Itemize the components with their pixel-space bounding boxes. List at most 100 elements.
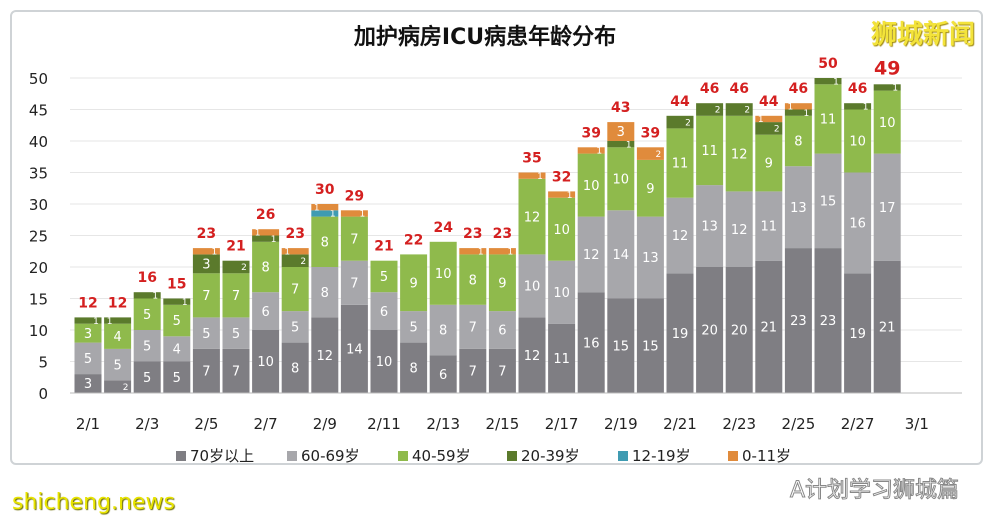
- y-tick-label: 40: [29, 133, 48, 151]
- legend-label: 70岁以上: [190, 447, 254, 465]
- bar-segment: [755, 115, 783, 123]
- bar-segment: [104, 317, 132, 324]
- bar-segment-label: 16: [849, 217, 866, 232]
- bar-segment: [340, 304, 368, 393]
- bar-segment-label: 1: [271, 235, 277, 245]
- bar-segment-label: 5: [173, 314, 181, 329]
- bar-segment: [281, 267, 309, 312]
- bar-segment: [607, 122, 635, 141]
- y-tick-label: 10: [29, 322, 48, 340]
- bar-segment-label: 7: [469, 365, 477, 380]
- bar-segment-label: 5: [232, 327, 240, 342]
- x-tick-label: 2/27: [841, 415, 875, 433]
- bar-segment: [311, 317, 339, 393]
- bar-segment: [577, 292, 605, 393]
- bar-segment-label: 5: [291, 321, 299, 336]
- bar-segment-label: 10: [583, 179, 600, 194]
- bar-total-label: 44: [670, 94, 690, 110]
- bar-segment-label: 12: [731, 223, 748, 238]
- bar-segment: [133, 292, 161, 299]
- bar-segment-label: 21: [761, 321, 778, 336]
- bar-segment: [104, 323, 132, 349]
- bar-segment: [784, 109, 812, 116]
- bar-segment-label: 9: [646, 182, 654, 197]
- bar-segment-label: 14: [346, 343, 363, 358]
- bar-segment: [696, 267, 724, 393]
- bar-segment-label: 8: [439, 324, 447, 339]
- bar-segment: [370, 260, 398, 293]
- bar-segment: [607, 210, 635, 299]
- bar-segment-label: 10: [435, 267, 452, 282]
- bar-segment: [163, 304, 191, 337]
- bar-segment-label: 19: [672, 327, 689, 342]
- bar-segment-label: 2: [241, 263, 247, 273]
- bar-segment: [163, 361, 191, 393]
- bar-total-label: 23: [493, 226, 512, 242]
- bar-segment: [163, 336, 191, 362]
- bar-segment-label: 1: [152, 292, 158, 302]
- bar-segment-label: 1: [212, 247, 218, 257]
- bar-segment: [666, 128, 694, 198]
- bar-segment-label: 7: [232, 289, 240, 304]
- bar-segment: [252, 292, 280, 330]
- bar-segment: [577, 153, 605, 217]
- bar-segment-label: 15: [642, 339, 659, 354]
- bar-segment: [814, 78, 842, 85]
- site-watermark: shicheng.news: [12, 490, 175, 515]
- bar-segment: [725, 191, 753, 267]
- bar-segment-label: 5: [143, 308, 151, 323]
- bar-segment: [429, 355, 457, 393]
- bar-segment-label: 23: [820, 314, 837, 329]
- bar-segment-label: 17: [879, 201, 896, 216]
- legend-label: 20-39岁: [521, 447, 580, 465]
- bar-segment: [163, 298, 191, 305]
- legend-label: 0-11岁: [742, 447, 791, 465]
- bar-segment-label: 11: [701, 144, 718, 159]
- bar-segment-label: 5: [380, 270, 388, 285]
- bar-segment-label: 13: [701, 220, 718, 235]
- bar-segment: [104, 380, 132, 393]
- bar-segment: [666, 273, 694, 393]
- bar-segment-label: 5: [84, 352, 92, 367]
- bar-segment-label: 1: [596, 147, 602, 157]
- legend-swatch: [398, 451, 408, 461]
- bar-segment: [400, 254, 428, 312]
- bar-segment: [74, 374, 102, 393]
- bar-segment-label: 1: [478, 247, 484, 257]
- bar-segment: [814, 84, 842, 154]
- bar-total-label: 49: [874, 57, 900, 79]
- x-tick-label: 3/1: [905, 415, 929, 433]
- bar-segment-label: 9: [409, 276, 417, 291]
- bar-total-label: 39: [581, 125, 600, 141]
- bar-segment: [784, 248, 812, 393]
- bar-segment: [873, 90, 901, 154]
- bar-segment-label: 12: [731, 147, 748, 162]
- bar-segment-label: 7: [469, 321, 477, 336]
- bar-segment-label: 12: [672, 229, 689, 244]
- bar-segment-label: 8: [469, 273, 477, 288]
- y-tick-label: 20: [29, 259, 48, 277]
- bar-segment-label: 12: [524, 210, 541, 225]
- legend-swatch: [176, 451, 186, 461]
- bar-total-label: 32: [552, 169, 571, 185]
- bar-segment: [340, 210, 368, 217]
- x-tick-label: 2/5: [194, 415, 218, 433]
- bar-segment-label: 23: [790, 314, 807, 329]
- bar-total-label: 39: [641, 125, 660, 141]
- x-tick-label: 2/23: [722, 415, 756, 433]
- bar-total-label: 50: [818, 56, 838, 72]
- bar-segment-label: 1: [833, 77, 839, 87]
- bar-segment-label: 12: [583, 248, 600, 263]
- bar-total-label: 29: [345, 188, 364, 204]
- bar-segment-label: 11: [820, 113, 837, 128]
- y-tick-label: 5: [38, 354, 48, 372]
- legend-swatch: [507, 451, 517, 461]
- bar-total-label: 43: [611, 100, 630, 116]
- bar-segment: [429, 304, 457, 356]
- bar-segment: [873, 84, 901, 91]
- bar-total-label: 46: [729, 81, 748, 97]
- bar-segment-label: 1: [360, 210, 366, 220]
- y-tick-label: 45: [29, 102, 48, 120]
- bar-segment: [725, 103, 753, 116]
- bar-segment: [74, 342, 102, 375]
